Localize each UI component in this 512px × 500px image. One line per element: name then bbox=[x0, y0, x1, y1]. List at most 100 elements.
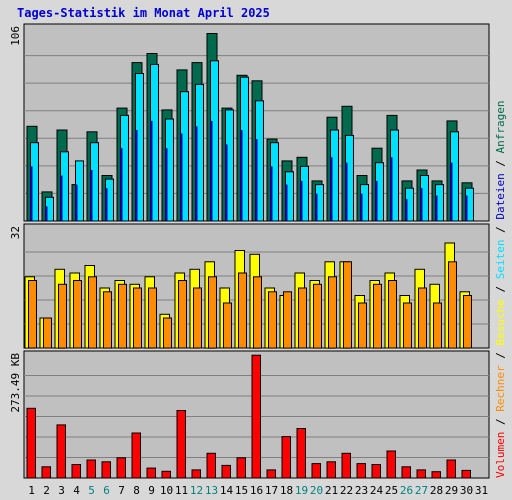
visits-panel-bar-rechner-day-23 bbox=[358, 302, 367, 349]
visits-panel: 32 bbox=[9, 223, 490, 349]
legend-item-anfragen: Anfragen bbox=[494, 100, 507, 153]
visits-panel-bar-rechner-day-12 bbox=[193, 287, 202, 349]
volume-panel-bar-volumen-day-19 bbox=[296, 428, 306, 479]
requests-panel-bar-dateien-day-13 bbox=[210, 120, 213, 221]
visits-panel-bar-rechner-day-27 bbox=[418, 287, 427, 349]
legend-separator: / bbox=[494, 220, 507, 240]
visits-panel-bar-rechner-day-21 bbox=[328, 276, 337, 349]
requests-panel-bar-dateien-day-19 bbox=[300, 180, 303, 221]
requests-panel-bar-dateien-day-12 bbox=[195, 126, 198, 221]
visits-panel-bar-rechner-day-6 bbox=[103, 291, 112, 349]
visits-panel-bar-rechner-day-28 bbox=[433, 302, 442, 349]
visits-panel-bar-rechner-day-19 bbox=[298, 287, 307, 349]
requests-panel-bar-dateien-day-4 bbox=[75, 184, 78, 221]
volume-panel-bar-volumen-day-17 bbox=[266, 469, 276, 479]
volume-panel-axis-label: 273.49 KB bbox=[9, 353, 22, 413]
right-legend: Volumen / Rechner / Besuche / Seiten / D… bbox=[494, 100, 507, 478]
volume-panel-bar-volumen-day-20 bbox=[311, 463, 321, 479]
volume-panel: 273.49 KB bbox=[9, 350, 490, 479]
requests-panel-bar-dateien-day-6 bbox=[105, 188, 108, 221]
volume-panel-bar-volumen-day-26 bbox=[401, 466, 411, 479]
visits-panel-bar-rechner-day-22 bbox=[343, 261, 352, 349]
requests-panel-bar-dateien-day-5 bbox=[90, 170, 93, 221]
x-tick-label-day-19: 19 bbox=[295, 484, 308, 497]
x-tick-label-day-22: 22 bbox=[340, 484, 353, 497]
x-tick-label-day-25: 25 bbox=[385, 484, 398, 497]
volume-panel-bar-volumen-day-12 bbox=[191, 469, 201, 479]
visits-panel-bar-rechner-day-9 bbox=[148, 287, 157, 349]
visits-panel-bar-rechner-day-4 bbox=[73, 280, 82, 349]
volume-panel-bar-volumen-day-30 bbox=[461, 469, 471, 479]
legend-separator: / bbox=[494, 279, 507, 299]
visits-panel-bar-rechner-day-25 bbox=[388, 280, 397, 349]
visits-panel-bar-rechner-day-15 bbox=[238, 272, 247, 349]
visits-panel-bar-rechner-day-1 bbox=[28, 280, 37, 349]
legend-separator: / bbox=[494, 153, 507, 173]
legend-item-volumen: Volumen bbox=[494, 432, 507, 478]
visits-panel-bar-rechner-day-16 bbox=[253, 276, 262, 349]
visits-panel-bar-rechner-day-14 bbox=[223, 302, 232, 349]
volume-panel-bar-volumen-day-13 bbox=[206, 452, 216, 479]
x-tick-label-day-26: 26 bbox=[400, 484, 413, 497]
requests-panel-axis-label: 106 bbox=[9, 26, 22, 46]
requests-panel-bar-dateien-day-29 bbox=[450, 162, 453, 221]
x-tick-label-day-8: 8 bbox=[133, 484, 140, 497]
requests-panel-bar-dateien-day-23 bbox=[360, 193, 363, 221]
visits-panel-bar-rechner-day-17 bbox=[268, 291, 277, 349]
visits-panel-bar-rechner-day-7 bbox=[118, 283, 127, 349]
volume-panel-bar-volumen-day-21 bbox=[326, 461, 336, 479]
requests-panel-bar-dateien-day-27 bbox=[420, 188, 423, 221]
requests-panel-bar-dateien-day-16 bbox=[255, 139, 258, 221]
requests-panel-bar-dateien-day-26 bbox=[405, 199, 408, 221]
requests-panel-bar-dateien-day-25 bbox=[390, 157, 393, 221]
requests-panel-bar-dateien-day-3 bbox=[60, 175, 63, 221]
volume-panel-bar-volumen-day-28 bbox=[431, 471, 441, 479]
requests-panel-bar-dateien-day-24 bbox=[375, 180, 378, 221]
requests-panel-bar-dateien-day-17 bbox=[270, 166, 273, 221]
x-tick-label-day-29: 29 bbox=[445, 484, 458, 497]
legend-item-besuche: Besuche bbox=[494, 299, 507, 345]
visits-panel-bar-rechner-day-5 bbox=[88, 276, 97, 349]
x-tick-label-day-17: 17 bbox=[265, 484, 278, 497]
volume-panel-bar-volumen-day-15 bbox=[236, 457, 246, 479]
chart-title: Tages-Statistik im Monat April 2025 bbox=[17, 6, 270, 20]
volume-panel-bar-volumen-day-14 bbox=[221, 464, 231, 479]
requests-panel-bar-dateien-day-8 bbox=[135, 130, 138, 221]
legend-text: Volumen / Rechner / Besuche / Seiten / D… bbox=[494, 100, 507, 478]
requests-panel-bar-dateien-day-10 bbox=[165, 148, 168, 221]
x-tick-label-day-18: 18 bbox=[280, 484, 293, 497]
x-axis-labels: 1 2 3 4 5 6 7 8 9 10 11 12 13 14 15 16 17 18 19 20 21 22 23 24 2… bbox=[28, 484, 488, 497]
requests-panel-bar-dateien-day-22 bbox=[345, 162, 348, 221]
requests-panel-bar-dateien-day-15 bbox=[240, 130, 243, 221]
x-tick-label-day-12: 12 bbox=[190, 484, 203, 497]
volume-panel-bar-volumen-day-22 bbox=[341, 452, 351, 479]
visits-panel-bar-rechner-day-10 bbox=[163, 317, 172, 349]
requests-panel-bar-dateien-day-9 bbox=[150, 120, 153, 221]
visits-panel-bar-rechner-day-18 bbox=[283, 291, 292, 349]
x-tick-label-day-21: 21 bbox=[325, 484, 338, 497]
volume-panel-bar-volumen-day-29 bbox=[446, 459, 456, 479]
volume-panel-bar-volumen-day-16 bbox=[251, 354, 261, 479]
visits-panel-bar-rechner-day-30 bbox=[463, 295, 472, 349]
x-tick-label-day-6: 6 bbox=[103, 484, 110, 497]
x-tick-label-day-3: 3 bbox=[58, 484, 65, 497]
volume-panel-bar-volumen-day-18 bbox=[281, 436, 291, 479]
visits-panel-bar-rechner-day-8 bbox=[133, 287, 142, 349]
x-tick-label-day-31: 31 bbox=[475, 484, 488, 497]
x-tick-label-day-27: 27 bbox=[415, 484, 428, 497]
x-tick-label-day-23: 23 bbox=[355, 484, 368, 497]
volume-panel-bar-volumen-day-7 bbox=[116, 457, 126, 479]
volume-panel-bar-volumen-day-27 bbox=[416, 469, 426, 479]
x-tick-label-day-13: 13 bbox=[205, 484, 218, 497]
x-tick-label-day-28: 28 bbox=[430, 484, 443, 497]
requests-panel-bar-dateien-day-1 bbox=[30, 166, 33, 221]
x-tick-label-day-15: 15 bbox=[235, 484, 248, 497]
volume-panel-bar-volumen-day-24 bbox=[371, 464, 381, 479]
legend-item-seiten: Seiten bbox=[494, 240, 507, 280]
x-tick-label-day-5: 5 bbox=[88, 484, 95, 497]
x-tick-label-day-30: 30 bbox=[460, 484, 473, 497]
requests-panel-bar-dateien-day-21 bbox=[330, 157, 333, 221]
x-tick-label-day-7: 7 bbox=[118, 484, 125, 497]
